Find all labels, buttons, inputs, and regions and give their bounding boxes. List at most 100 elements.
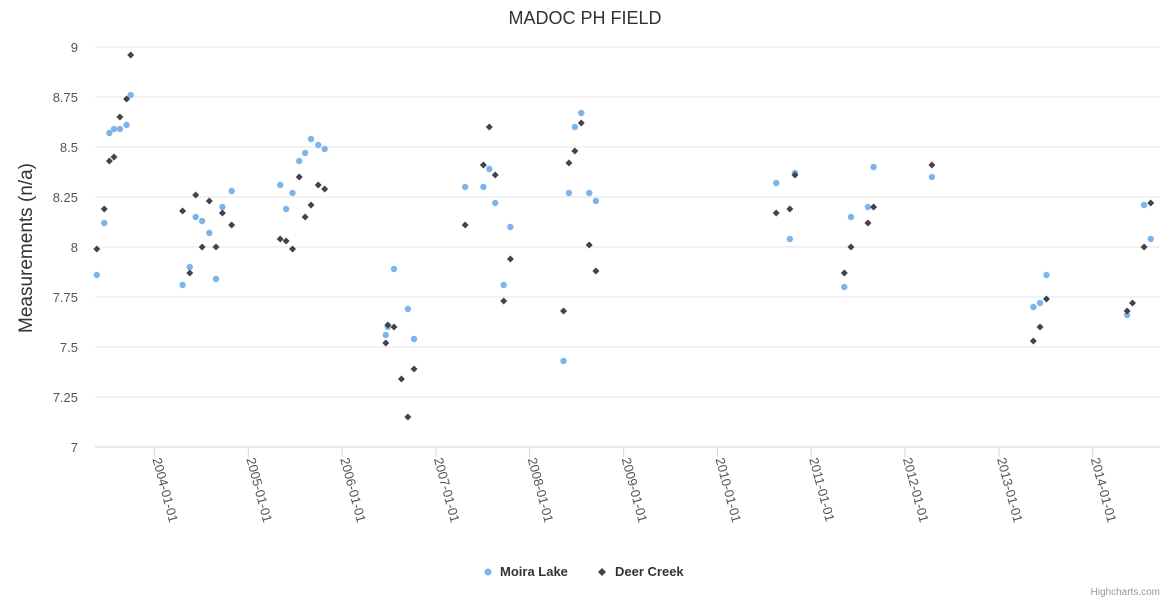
legend-item-moira-lake[interactable]: Moira Lake <box>484 564 568 579</box>
data-point[interactable] <box>276 235 284 243</box>
data-point[interactable] <box>485 123 493 131</box>
data-point[interactable] <box>301 149 309 157</box>
data-point[interactable] <box>1030 303 1037 311</box>
data-point[interactable] <box>314 181 322 189</box>
data-point[interactable] <box>105 157 113 165</box>
data-point[interactable] <box>382 339 390 347</box>
data-point[interactable] <box>110 125 118 133</box>
data-point[interactable] <box>500 297 508 305</box>
data-point[interactable] <box>179 207 187 215</box>
legend-item-deer-creek[interactable]: Deer Creek <box>598 564 684 579</box>
data-point[interactable] <box>218 209 226 217</box>
data-point[interactable] <box>186 263 193 271</box>
data-point[interactable] <box>1147 199 1155 207</box>
data-point[interactable] <box>382 331 389 339</box>
data-point[interactable] <box>228 221 236 229</box>
data-point[interactable] <box>282 237 290 245</box>
data-point[interactable] <box>123 95 131 103</box>
data-point[interactable] <box>404 413 412 421</box>
data-point[interactable] <box>127 51 135 59</box>
data-point[interactable] <box>179 281 186 289</box>
data-point[interactable] <box>282 205 290 213</box>
data-point[interactable] <box>772 209 780 217</box>
data-point[interactable] <box>296 157 303 165</box>
data-point[interactable] <box>1123 311 1131 319</box>
data-point[interactable] <box>186 269 194 277</box>
data-point[interactable] <box>864 203 872 211</box>
data-point[interactable] <box>295 173 303 181</box>
data-point[interactable] <box>1036 323 1044 331</box>
data-point[interactable] <box>397 375 405 383</box>
data-point[interactable] <box>100 205 108 213</box>
data-point[interactable] <box>578 109 585 117</box>
data-point[interactable] <box>864 219 872 227</box>
data-point[interactable] <box>93 245 101 253</box>
data-point[interactable] <box>410 335 418 343</box>
data-point[interactable] <box>127 91 134 99</box>
data-point[interactable] <box>93 271 100 279</box>
data-point[interactable] <box>307 201 315 209</box>
data-point[interactable] <box>1042 295 1050 303</box>
data-point[interactable] <box>786 205 794 213</box>
data-point[interactable] <box>192 191 200 199</box>
data-point[interactable] <box>592 267 600 275</box>
data-point[interactable] <box>1123 307 1131 315</box>
data-point[interactable] <box>198 217 206 225</box>
data-point[interactable] <box>847 243 855 251</box>
data-point[interactable] <box>116 113 124 121</box>
data-point[interactable] <box>928 173 936 181</box>
data-point[interactable] <box>289 245 297 253</box>
data-point[interactable] <box>480 183 487 191</box>
data-point[interactable] <box>321 185 329 193</box>
data-point[interactable] <box>506 255 514 263</box>
data-point[interactable] <box>565 189 573 197</box>
data-point[interactable] <box>586 189 593 197</box>
data-point[interactable] <box>1140 243 1148 251</box>
data-point[interactable] <box>116 125 124 133</box>
credits-text[interactable]: Highcharts.com <box>1091 587 1160 598</box>
data-point[interactable] <box>1140 201 1148 209</box>
data-point[interactable] <box>592 197 600 205</box>
data-point[interactable] <box>219 203 226 211</box>
data-point[interactable] <box>390 323 398 331</box>
data-point[interactable] <box>192 213 199 221</box>
data-point[interactable] <box>205 197 213 205</box>
data-point[interactable] <box>212 243 220 251</box>
data-point[interactable] <box>1029 337 1037 345</box>
data-point[interactable] <box>773 179 780 187</box>
data-point[interactable] <box>491 171 499 179</box>
data-point[interactable] <box>315 141 322 149</box>
data-point[interactable] <box>786 235 794 243</box>
data-point[interactable] <box>123 121 130 129</box>
data-point[interactable] <box>198 243 206 251</box>
data-point[interactable] <box>1147 235 1154 243</box>
data-point[interactable] <box>507 223 514 231</box>
data-point[interactable] <box>461 221 469 229</box>
data-point[interactable] <box>500 281 507 289</box>
data-point[interactable] <box>571 147 579 155</box>
data-point[interactable] <box>404 305 412 313</box>
data-point[interactable] <box>390 265 398 273</box>
data-point[interactable] <box>847 213 855 221</box>
data-point[interactable] <box>206 229 213 237</box>
data-point[interactable] <box>307 135 315 143</box>
data-point[interactable] <box>384 321 392 329</box>
data-point[interactable] <box>585 241 593 249</box>
data-point[interactable] <box>410 365 418 373</box>
data-point[interactable] <box>1129 299 1137 307</box>
data-point[interactable] <box>321 145 328 153</box>
data-point[interactable] <box>560 307 568 315</box>
data-point[interactable] <box>479 161 487 169</box>
data-point[interactable] <box>841 283 848 291</box>
data-point[interactable] <box>565 159 573 167</box>
data-point[interactable] <box>1036 299 1044 307</box>
data-point[interactable] <box>110 153 118 161</box>
data-point[interactable] <box>870 163 877 171</box>
data-point[interactable] <box>928 161 936 169</box>
data-point[interactable] <box>492 199 499 207</box>
data-point[interactable] <box>301 213 309 221</box>
data-point[interactable] <box>486 165 493 173</box>
data-point[interactable] <box>212 275 220 283</box>
data-point[interactable] <box>289 189 296 197</box>
data-point[interactable] <box>840 269 848 277</box>
